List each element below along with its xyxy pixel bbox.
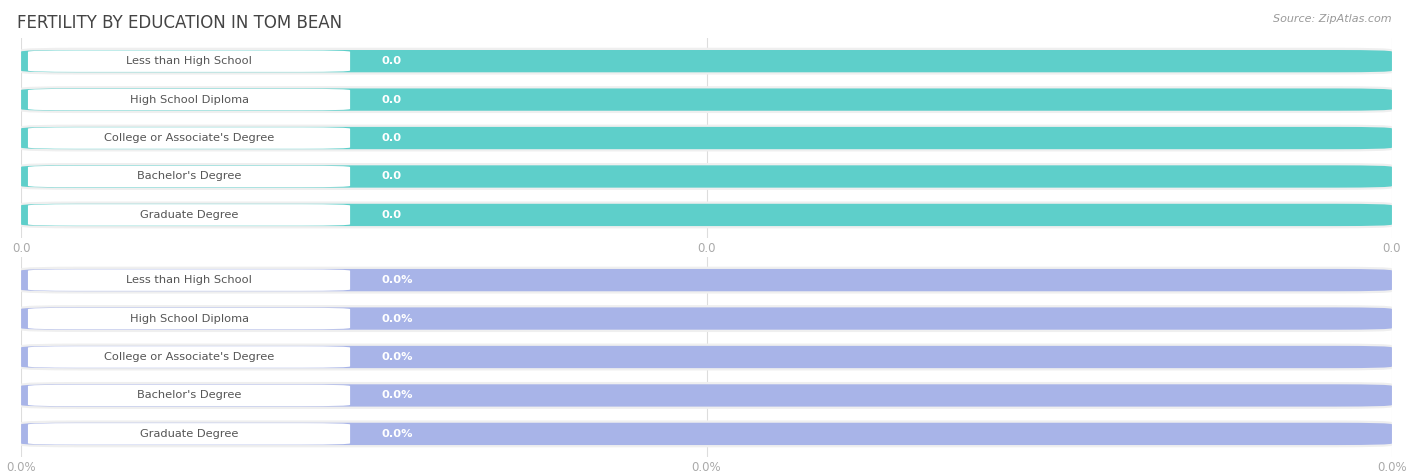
- FancyBboxPatch shape: [21, 48, 1392, 75]
- FancyBboxPatch shape: [21, 125, 1392, 151]
- Text: High School Diploma: High School Diploma: [129, 95, 249, 105]
- FancyBboxPatch shape: [21, 307, 1392, 330]
- FancyBboxPatch shape: [21, 267, 1392, 294]
- FancyBboxPatch shape: [21, 86, 1392, 113]
- Text: College or Associate's Degree: College or Associate's Degree: [104, 352, 274, 362]
- Text: Source: ZipAtlas.com: Source: ZipAtlas.com: [1274, 14, 1392, 24]
- FancyBboxPatch shape: [21, 344, 1392, 370]
- FancyBboxPatch shape: [28, 269, 350, 291]
- FancyBboxPatch shape: [21, 382, 1392, 409]
- FancyBboxPatch shape: [28, 127, 350, 149]
- FancyBboxPatch shape: [21, 420, 1392, 447]
- FancyBboxPatch shape: [21, 384, 1392, 407]
- FancyBboxPatch shape: [21, 165, 1392, 188]
- Text: 0.0: 0.0: [381, 210, 402, 220]
- Text: Graduate Degree: Graduate Degree: [139, 429, 238, 439]
- FancyBboxPatch shape: [28, 166, 350, 187]
- FancyBboxPatch shape: [28, 385, 350, 406]
- FancyBboxPatch shape: [21, 269, 1392, 291]
- Text: High School Diploma: High School Diploma: [129, 314, 249, 324]
- FancyBboxPatch shape: [21, 423, 1392, 445]
- FancyBboxPatch shape: [28, 89, 350, 110]
- FancyBboxPatch shape: [28, 346, 350, 368]
- FancyBboxPatch shape: [28, 50, 350, 72]
- FancyBboxPatch shape: [28, 204, 350, 226]
- Text: 0.0%: 0.0%: [381, 275, 413, 285]
- Text: 0.0%: 0.0%: [381, 390, 413, 400]
- Text: Bachelor's Degree: Bachelor's Degree: [136, 390, 242, 400]
- FancyBboxPatch shape: [28, 423, 350, 445]
- Text: Bachelor's Degree: Bachelor's Degree: [136, 171, 242, 181]
- FancyBboxPatch shape: [21, 204, 1392, 226]
- Text: Less than High School: Less than High School: [127, 275, 252, 285]
- Text: 0.0: 0.0: [381, 171, 402, 181]
- FancyBboxPatch shape: [28, 308, 350, 329]
- FancyBboxPatch shape: [21, 163, 1392, 190]
- Text: Less than High School: Less than High School: [127, 56, 252, 66]
- Text: 0.0%: 0.0%: [381, 429, 413, 439]
- Text: 0.0%: 0.0%: [381, 314, 413, 324]
- FancyBboxPatch shape: [21, 89, 1392, 111]
- Text: 0.0: 0.0: [381, 133, 402, 143]
- Text: 0.0%: 0.0%: [381, 352, 413, 362]
- Text: 0.0: 0.0: [381, 95, 402, 105]
- Text: 0.0: 0.0: [381, 56, 402, 66]
- Text: College or Associate's Degree: College or Associate's Degree: [104, 133, 274, 143]
- FancyBboxPatch shape: [21, 50, 1392, 72]
- Text: FERTILITY BY EDUCATION IN TOM BEAN: FERTILITY BY EDUCATION IN TOM BEAN: [17, 14, 342, 32]
- FancyBboxPatch shape: [21, 346, 1392, 368]
- FancyBboxPatch shape: [21, 305, 1392, 332]
- Text: Graduate Degree: Graduate Degree: [139, 210, 238, 220]
- FancyBboxPatch shape: [21, 201, 1392, 228]
- FancyBboxPatch shape: [21, 127, 1392, 149]
